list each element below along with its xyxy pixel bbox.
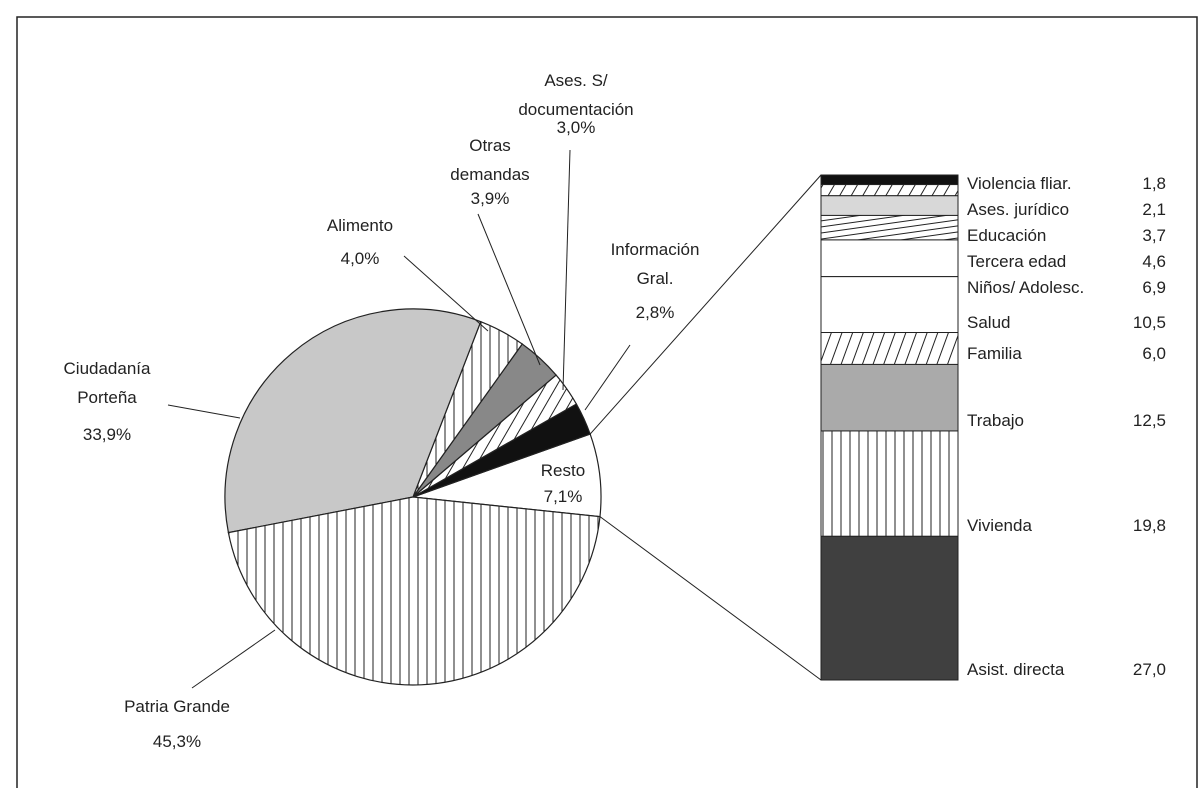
bar-label: Vivienda: [967, 516, 1032, 536]
connector: [589, 174, 822, 435]
slice-value-label: 7,1%: [543, 487, 583, 506]
leader-line: [584, 344, 631, 411]
slice-label: Resto: [540, 461, 586, 480]
bar-value-label: 4,6: [1142, 252, 1166, 271]
slice-label: Alimento: [326, 216, 394, 235]
bar-label: Niños/ Adolesc.: [967, 278, 1085, 297]
bar-label: Tercera edad: [967, 252, 1067, 271]
slice-label: Ciudadanía Porteña: [63, 359, 151, 407]
bar-segment: [820, 430, 959, 537]
slice-label: Información Gral.: [610, 240, 700, 288]
bar-segment: [820, 184, 959, 197]
slice-label: Otras demandas: [450, 136, 530, 184]
pie-slice: [224, 308, 482, 534]
slice-value-label: 4,0%: [340, 249, 380, 268]
bar-label: Violencia fliar.: [967, 174, 1072, 193]
slice-label: Ases. S/ documentación: [518, 71, 634, 119]
bar-segment: [820, 174, 959, 186]
bar-label: Salud: [967, 312, 1011, 332]
bar-value-label: 10,5: [1132, 312, 1166, 332]
bar-value-label: 6,9: [1142, 278, 1166, 297]
slice-value-label: 3,9%: [470, 189, 510, 208]
bar-segment: [820, 195, 959, 216]
slice-label: Patria Grande: [124, 697, 230, 716]
slice-value-label: 2,8%: [635, 303, 675, 322]
leader-line: [477, 213, 541, 366]
bar-segment: [820, 535, 959, 681]
slice-value-label: 3,0%: [556, 118, 596, 137]
frame: [16, 16, 1198, 788]
leader-line: [403, 255, 489, 332]
leader-line: [191, 629, 276, 689]
bar-label: Ases. jurídico: [967, 200, 1070, 219]
bar-value-label: 19,8: [1132, 516, 1166, 536]
bar-segment: [820, 214, 959, 241]
slice-value-label: 45,3%: [152, 732, 202, 751]
pie-slice: [227, 496, 601, 686]
bar-label: Familia: [967, 344, 1022, 364]
bar-label: Educación: [967, 226, 1047, 245]
bar-segment: [820, 276, 959, 334]
leader-line: [167, 404, 241, 419]
bar-value-label: 12,5: [1132, 410, 1166, 430]
slice-value-label: 33,9%: [82, 425, 132, 444]
bar-segment: [820, 239, 959, 278]
bar-value-label: 1,8: [1142, 174, 1166, 193]
bar-value-label: 2,1: [1142, 200, 1166, 219]
bar-value-label: 27,0: [1132, 660, 1166, 679]
bar-label: Trabajo: [967, 410, 1025, 430]
connector: [599, 516, 822, 681]
bar-value-label: 3,7: [1142, 226, 1166, 245]
leader-line: [562, 149, 571, 391]
bar-label: Asist. directa: [967, 660, 1065, 679]
bar-value-label: 6,0: [1142, 344, 1166, 364]
bar-segment: [820, 332, 959, 365]
bar-segment: [820, 363, 959, 432]
